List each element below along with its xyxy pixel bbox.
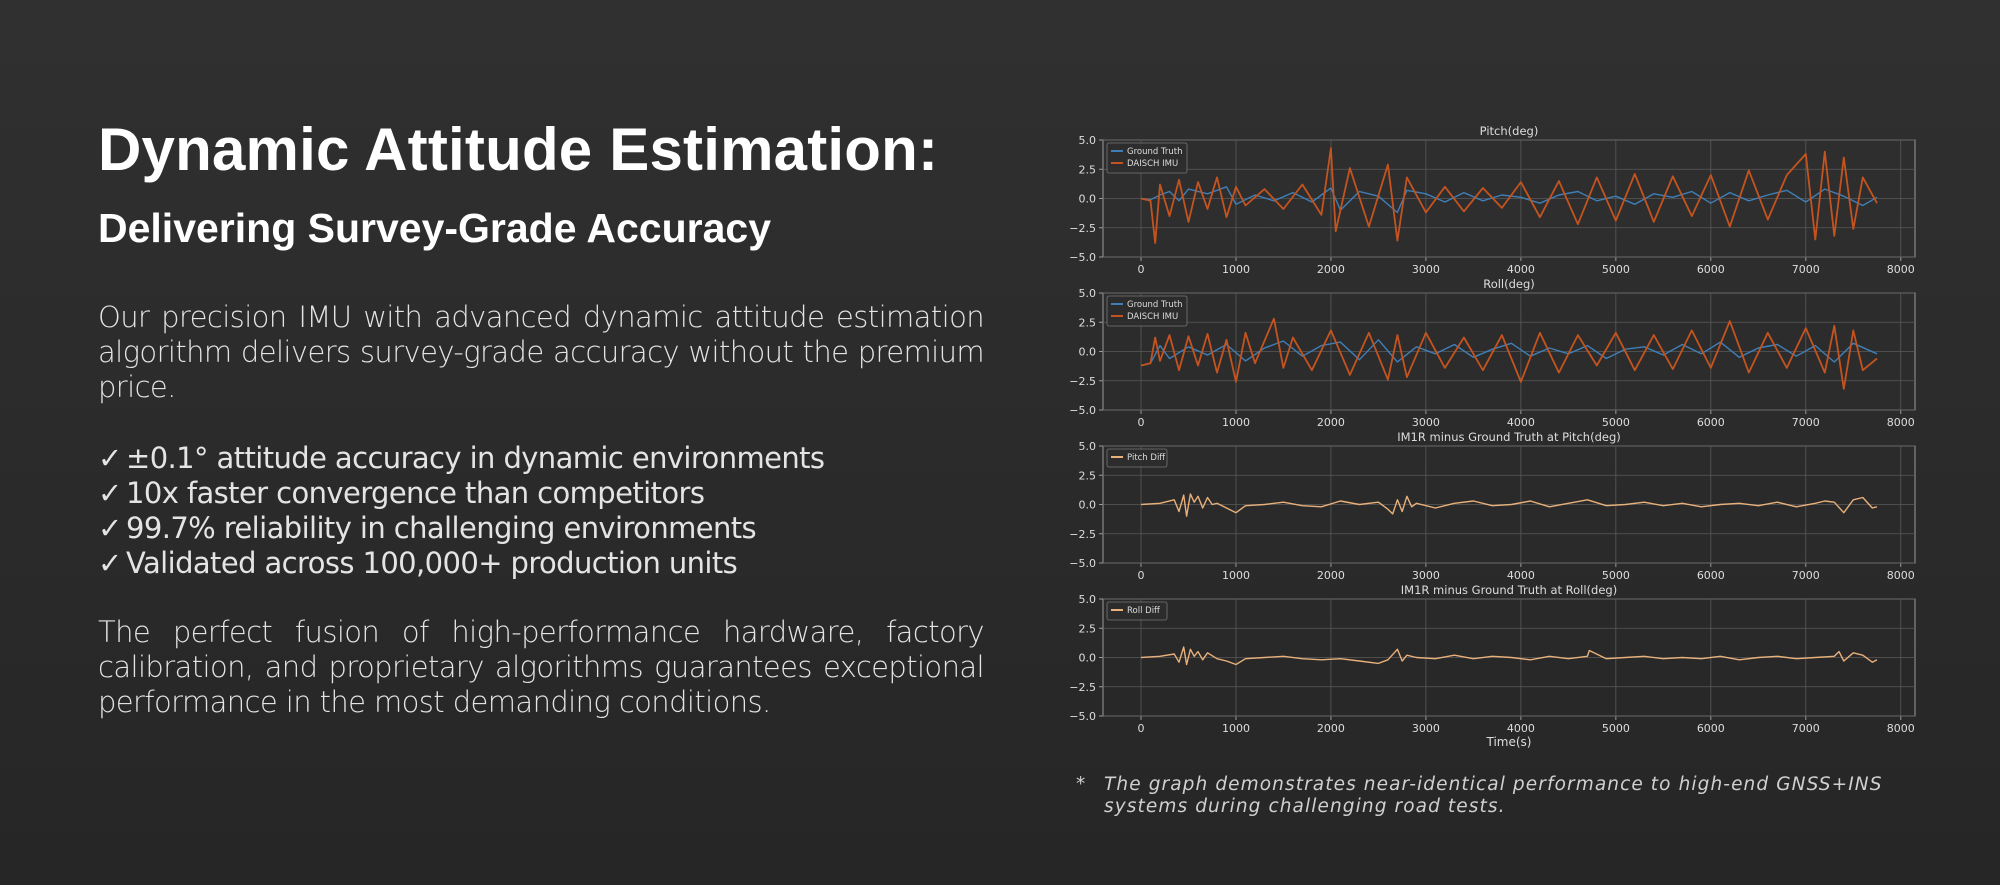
- x-tick-label: 5000: [1602, 569, 1630, 582]
- closing-paragraph: The perfect fusion of high-performance h…: [98, 615, 985, 719]
- y-tick-label: 2.5: [1079, 163, 1097, 176]
- checklist-item: ✓ ±0.1° attitude accuracy in dynamic envi…: [98, 441, 984, 476]
- x-tick-label: 7000: [1792, 722, 1820, 735]
- x-tick-label: 1000: [1222, 263, 1250, 276]
- checklist-item-text: 99.7% reliability in challenging environ…: [126, 511, 757, 545]
- series-line: [1140, 147, 1878, 244]
- legend-label: Ground Truth: [1127, 147, 1183, 157]
- y-tick-label: 5.0: [1079, 287, 1097, 300]
- x-tick-label: 8000: [1887, 569, 1915, 582]
- x-tick-label: 2000: [1317, 263, 1345, 276]
- y-tick-label: 5.0: [1079, 593, 1097, 606]
- x-tick-label: 1000: [1222, 416, 1250, 429]
- chart-footnote: * The graph demonstrates near-identical …: [1076, 774, 1956, 818]
- checklist-item: ✓ Validated across 100,000+ production un…: [98, 546, 984, 581]
- footnote-text: The graph demonstrates near-identical pe…: [1104, 774, 1883, 817]
- page-title: Dynamic Attitude Estimation:: [98, 116, 939, 183]
- y-tick-label: 0.0: [1079, 499, 1097, 512]
- feature-checklist: ✓ ±0.1° attitude accuracy in dynamic envi…: [98, 441, 984, 581]
- series-line: [1140, 317, 1878, 390]
- x-tick-label: 8000: [1887, 263, 1915, 276]
- x-tick-label: 8000: [1887, 722, 1915, 735]
- x-tick-label: 2000: [1317, 416, 1345, 429]
- legend-box: [1106, 448, 1168, 468]
- series-line: [1140, 493, 1878, 517]
- y-tick-label: 5.0: [1079, 440, 1097, 453]
- checklist-item: ✓ 99.7% reliability in challenging enviro…: [98, 511, 984, 546]
- x-tick-label: 3000: [1412, 722, 1440, 735]
- attitude-charts-figure: Pitch(deg) 0 1000 2000 3000 4000 5000 6000 7000 8…: [1069, 124, 1916, 749]
- x-tick-label: 1000: [1222, 569, 1250, 582]
- x-tick-label: 2000: [1317, 569, 1345, 582]
- legend-box: [1106, 295, 1188, 327]
- y-tick-label: −2.5: [1069, 528, 1096, 541]
- x-tick-label: 5000: [1602, 416, 1630, 429]
- x-tick-label: 6000: [1697, 416, 1725, 429]
- legend-label: DAISCH IMU: [1127, 159, 1178, 169]
- x-tick-label: 4000: [1507, 263, 1535, 276]
- chart-title: IM1R minus Ground Truth at Pitch(deg): [1397, 430, 1621, 444]
- page-subtitle: Delivering Survey-Grade Accuracy: [98, 205, 772, 251]
- y-tick-label: −5.0: [1069, 251, 1096, 264]
- series-line: [1140, 339, 1878, 367]
- x-tick-label: 0: [1137, 416, 1144, 429]
- x-tick-label: 0: [1137, 263, 1144, 276]
- x-tick-label: 2000: [1317, 722, 1345, 735]
- y-tick-label: 0.0: [1079, 346, 1097, 359]
- y-tick-label: −5.0: [1069, 710, 1096, 723]
- x-tick-label: 6000: [1697, 722, 1725, 735]
- series-line: [1140, 646, 1878, 666]
- x-axis-label: Time(s): [1486, 735, 1532, 749]
- y-tick-label: 2.5: [1079, 622, 1097, 635]
- x-tick-label: 1000: [1222, 722, 1250, 735]
- x-tick-label: 4000: [1507, 569, 1535, 582]
- check-icon: ✓: [98, 476, 122, 510]
- legend-box: [1106, 601, 1168, 621]
- checklist-item-text: 10x faster convergence than competitors: [126, 476, 705, 510]
- checklist-item-text: Validated across 100,000+ production uni…: [126, 546, 738, 580]
- legend-box: [1106, 142, 1188, 174]
- check-icon: ✓: [98, 511, 122, 545]
- intro-paragraph: Our precision IMU with advanced dynamic …: [98, 300, 985, 404]
- y-tick-label: 0.0: [1079, 193, 1097, 206]
- checklist-item: ✓ 10x faster convergence than competitors: [98, 476, 984, 511]
- chart-title: Roll(deg): [1483, 277, 1535, 291]
- legend-label: DAISCH IMU: [1127, 312, 1178, 322]
- x-tick-label: 0: [1137, 722, 1144, 735]
- x-tick-label: 6000: [1697, 263, 1725, 276]
- y-tick-label: −5.0: [1069, 557, 1096, 570]
- x-tick-label: 7000: [1792, 569, 1820, 582]
- chart-title: Pitch(deg): [1480, 124, 1539, 138]
- checklist-item-text: ±0.1° attitude accuracy in dynamic envir…: [126, 441, 825, 475]
- x-tick-label: 7000: [1792, 416, 1820, 429]
- x-tick-label: 4000: [1507, 722, 1535, 735]
- check-icon: ✓: [98, 441, 122, 475]
- legend-label: Pitch Diff: [1127, 453, 1166, 463]
- y-tick-label: 0.0: [1079, 652, 1097, 665]
- legend-label: Roll Diff: [1127, 606, 1161, 616]
- y-tick-label: −2.5: [1069, 222, 1096, 235]
- text-column: Dynamic Attitude Estimation: Delivering …: [98, 110, 985, 720]
- x-tick-label: 0: [1137, 569, 1144, 582]
- y-tick-label: −2.5: [1069, 375, 1096, 388]
- x-tick-label: 8000: [1887, 416, 1915, 429]
- y-tick-label: 2.5: [1079, 469, 1097, 482]
- y-tick-label: −5.0: [1069, 404, 1096, 417]
- series-line: [1140, 186, 1878, 214]
- chart-title: IM1R minus Ground Truth at Roll(deg): [1401, 583, 1617, 597]
- x-tick-label: 6000: [1697, 569, 1725, 582]
- footnote-marker: *: [1076, 774, 1087, 795]
- legend-label: Ground Truth: [1127, 300, 1183, 310]
- x-tick-label: 7000: [1792, 263, 1820, 276]
- y-tick-label: −2.5: [1069, 681, 1096, 694]
- x-tick-label: 3000: [1412, 263, 1440, 276]
- check-icon: ✓: [98, 546, 122, 580]
- x-tick-label: 3000: [1412, 569, 1440, 582]
- y-tick-label: 2.5: [1079, 316, 1097, 329]
- x-tick-label: 3000: [1412, 416, 1440, 429]
- x-tick-label: 5000: [1602, 722, 1630, 735]
- x-tick-label: 5000: [1602, 263, 1630, 276]
- x-tick-label: 4000: [1507, 416, 1535, 429]
- y-tick-label: 5.0: [1079, 134, 1097, 147]
